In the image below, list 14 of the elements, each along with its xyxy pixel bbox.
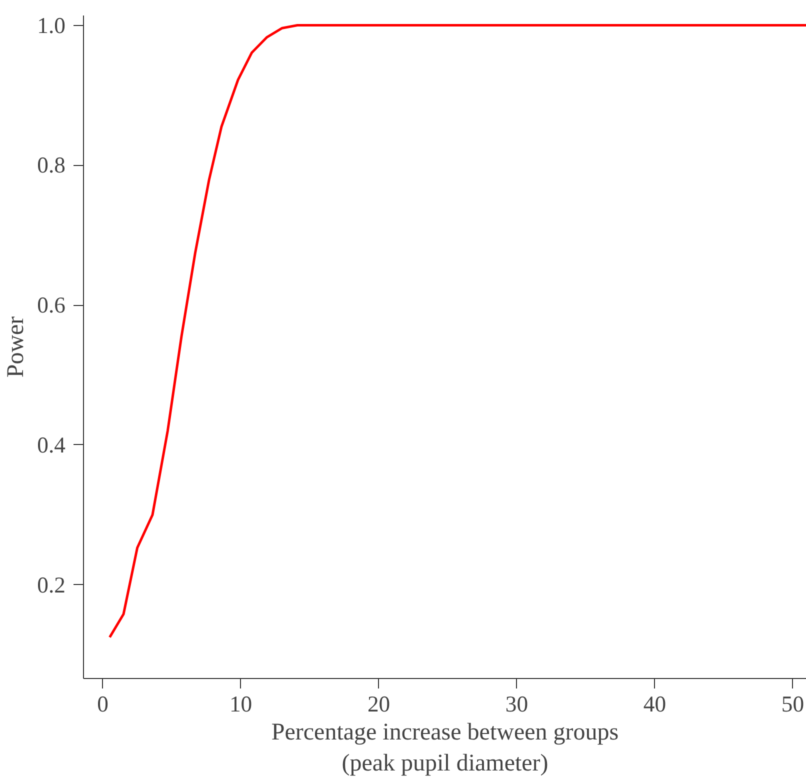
line-series: [108, 24, 806, 638]
x-tick-label: 50: [781, 692, 804, 716]
y-tick-label: 0.6: [37, 292, 66, 318]
y-tick-label: 0.2: [37, 572, 66, 598]
y-tick-label: 0.8: [37, 152, 66, 178]
y-tick-label: 0.4: [37, 432, 66, 458]
y-tick-label: 1.0: [37, 12, 66, 38]
x-tick-label: 20: [367, 692, 390, 716]
x-tick-label: 10: [229, 692, 252, 716]
x-tick-label: 40: [643, 692, 666, 716]
x-axis-title: Percentage increase between groups (peak pupil diameter): [271, 720, 619, 777]
x-tick-label: 0: [97, 692, 108, 716]
x-tick-label: 30: [505, 692, 528, 716]
y-axis-title: Power: [3, 316, 30, 378]
